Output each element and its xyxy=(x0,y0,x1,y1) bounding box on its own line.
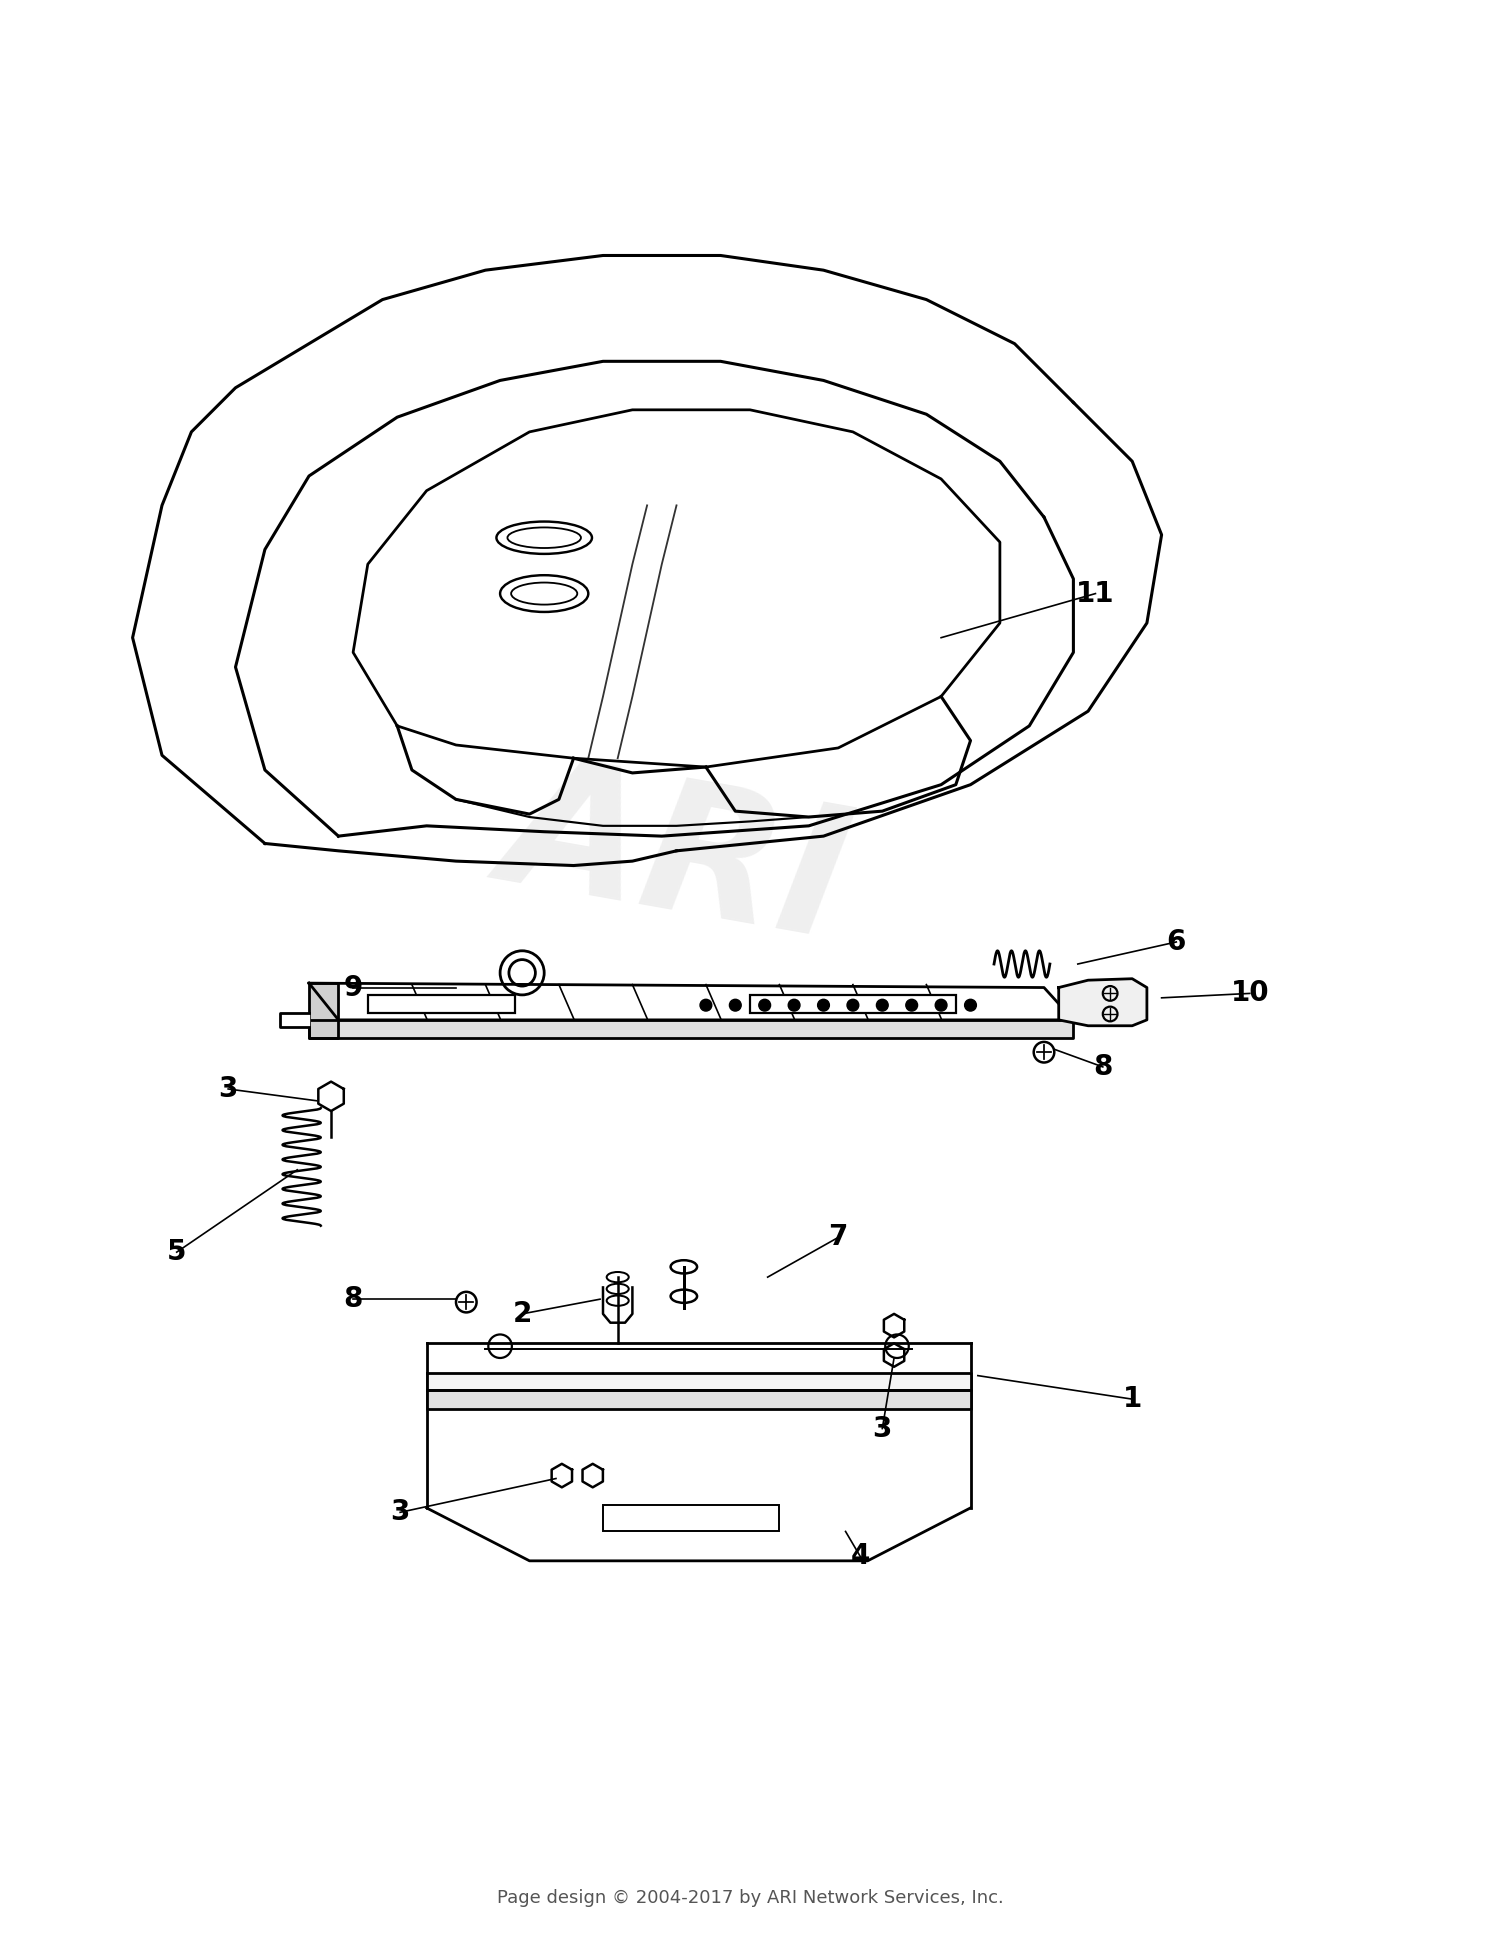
Text: 3: 3 xyxy=(873,1415,892,1442)
Text: 3: 3 xyxy=(219,1075,239,1102)
Circle shape xyxy=(729,1000,741,1011)
Text: 1: 1 xyxy=(1122,1386,1142,1413)
Polygon shape xyxy=(279,1013,309,1027)
Text: 11: 11 xyxy=(1076,580,1114,608)
Text: 8: 8 xyxy=(344,1285,363,1314)
Circle shape xyxy=(964,1000,976,1011)
Text: ARI: ARI xyxy=(490,741,862,974)
Polygon shape xyxy=(1059,978,1148,1025)
Text: 2: 2 xyxy=(513,1300,532,1328)
Circle shape xyxy=(906,1000,918,1011)
Text: 5: 5 xyxy=(166,1238,186,1266)
Polygon shape xyxy=(426,1390,970,1409)
Text: 3: 3 xyxy=(390,1498,410,1526)
Bar xyxy=(750,996,956,1013)
Circle shape xyxy=(934,1000,946,1011)
Circle shape xyxy=(847,1000,859,1011)
Text: 4: 4 xyxy=(850,1543,870,1570)
Circle shape xyxy=(876,1000,888,1011)
Text: 10: 10 xyxy=(1230,980,1269,1007)
Text: 9: 9 xyxy=(344,974,363,1002)
Polygon shape xyxy=(309,984,1074,1019)
Bar xyxy=(368,996,514,1013)
Circle shape xyxy=(788,1000,800,1011)
Text: Page design © 2004-2017 by ARI Network Services, Inc.: Page design © 2004-2017 by ARI Network S… xyxy=(496,1889,1004,1908)
Circle shape xyxy=(759,1000,771,1011)
Bar xyxy=(603,1504,780,1531)
Circle shape xyxy=(818,1000,830,1011)
Circle shape xyxy=(700,1000,712,1011)
Polygon shape xyxy=(426,1372,970,1390)
Text: 6: 6 xyxy=(1167,928,1186,957)
Polygon shape xyxy=(309,984,339,1038)
Text: 7: 7 xyxy=(828,1223,848,1252)
Text: 8: 8 xyxy=(1094,1052,1113,1081)
Polygon shape xyxy=(309,1019,1074,1038)
